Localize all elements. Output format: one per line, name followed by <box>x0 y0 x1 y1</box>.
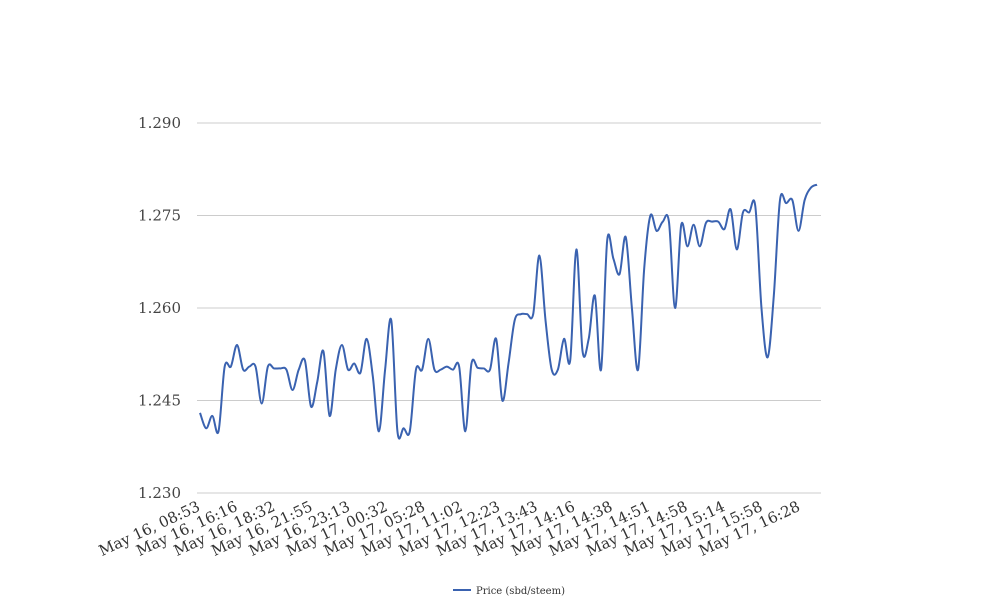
y-tick-label: 1.260 <box>138 299 181 317</box>
series-lines <box>199 183 818 440</box>
legend-label: Price (sbd/steem) <box>476 586 565 597</box>
y-tick-label: 1.290 <box>138 114 181 132</box>
y-tick-label: 1.230 <box>138 484 181 502</box>
y-tick-label: 1.245 <box>138 392 181 410</box>
series-line-price[interactable] <box>199 183 818 440</box>
gridlines <box>197 122 821 494</box>
legend[interactable]: Price (sbd/steem) <box>453 586 565 597</box>
y-tick-label: 1.275 <box>138 207 181 225</box>
y-axis-tick-labels: 1.230 1.245 1.260 1.275 1.290 <box>138 114 181 502</box>
